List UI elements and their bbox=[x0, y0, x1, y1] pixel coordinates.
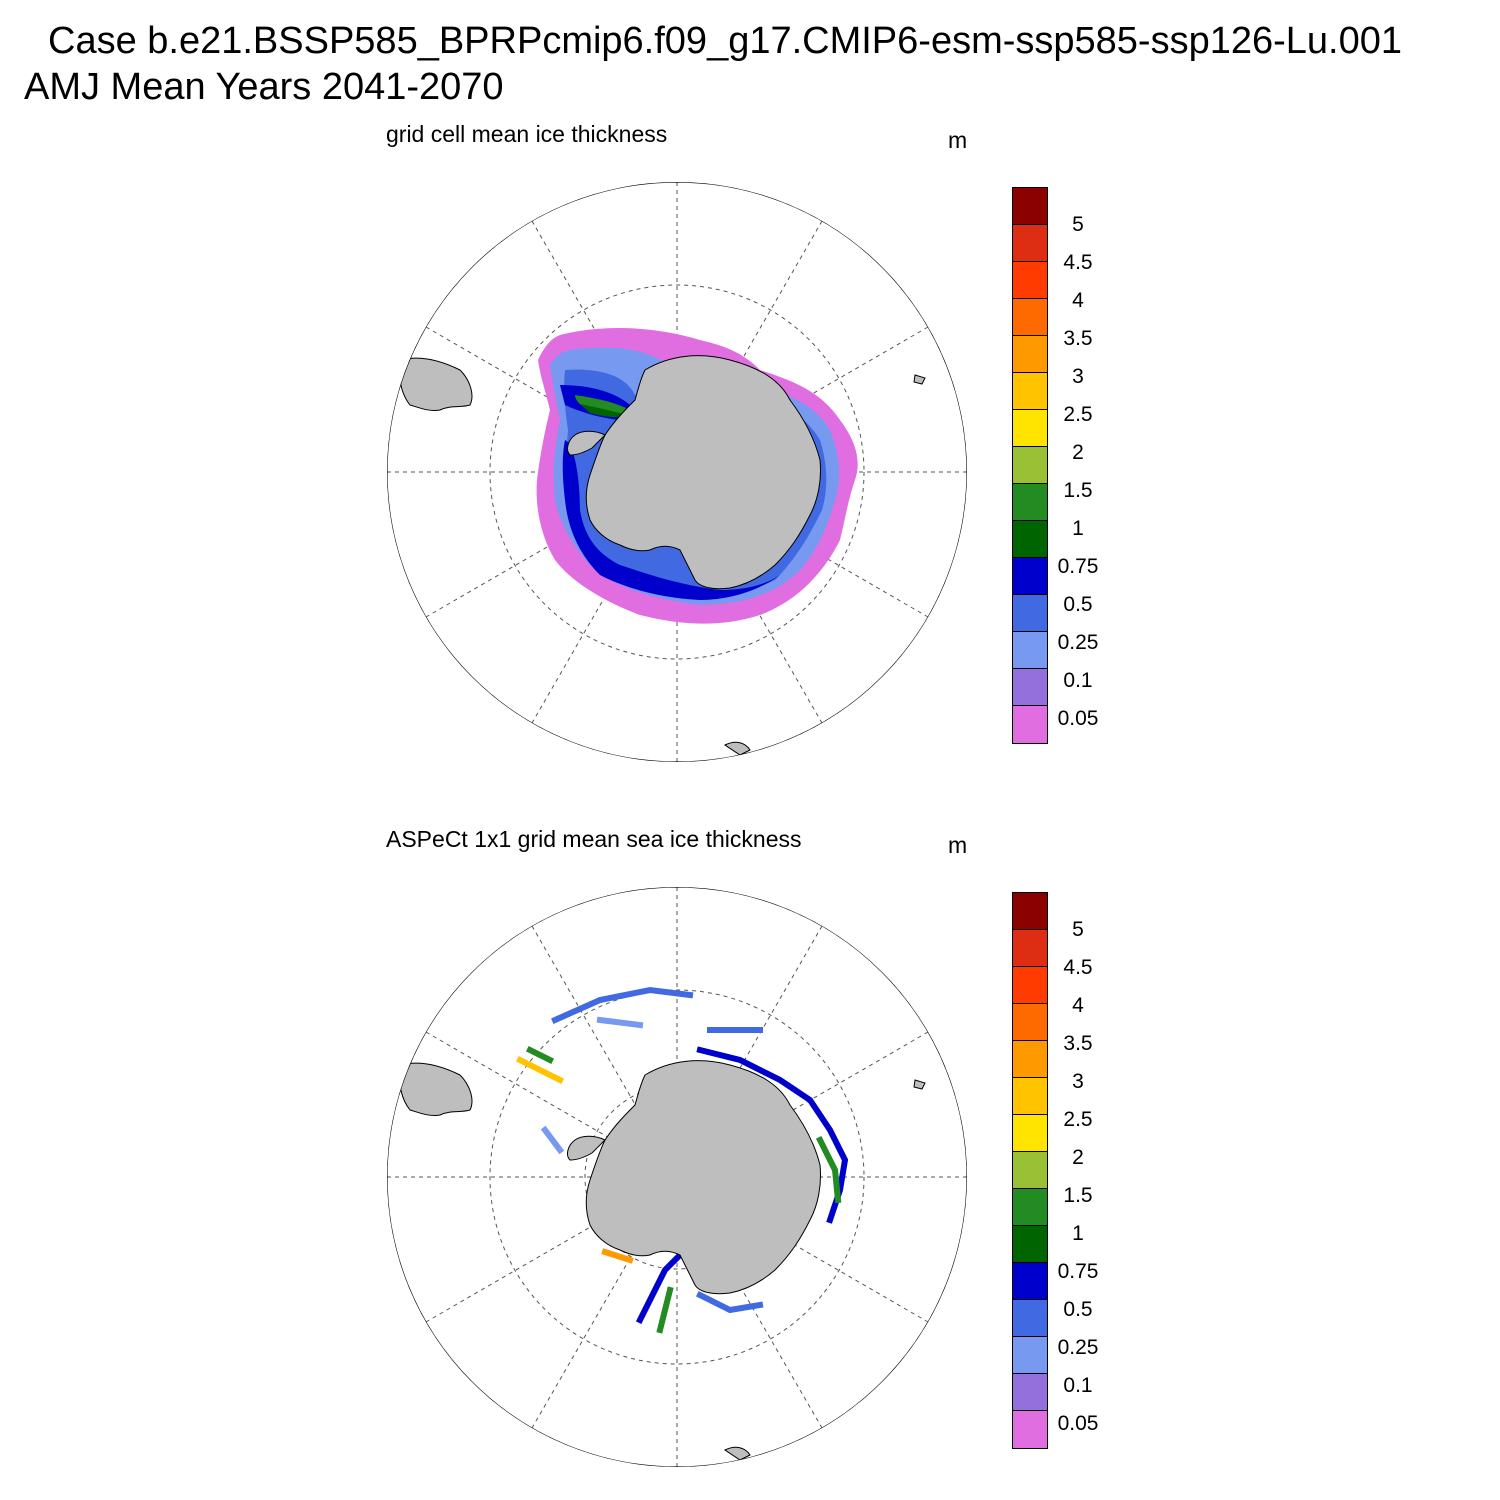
antarctica-1 bbox=[585, 355, 821, 590]
panel2-units: m bbox=[948, 832, 968, 858]
colorbar-segment bbox=[1013, 1411, 1047, 1448]
colorbar-segment bbox=[1013, 484, 1047, 521]
colorbar-label: 5 bbox=[1072, 213, 1084, 236]
antarctic-peninsula-1 bbox=[567, 430, 606, 456]
colorbar-segment bbox=[1013, 336, 1047, 373]
panel2-observations bbox=[515, 986, 849, 1334]
colorbar-segment bbox=[1013, 1226, 1047, 1263]
colorbar-segment bbox=[1013, 262, 1047, 299]
colorbar-segment bbox=[1013, 632, 1047, 669]
small-island-2 bbox=[724, 741, 751, 756]
panel2-map bbox=[387, 887, 967, 1467]
colorbar-label: 2 bbox=[1072, 1146, 1084, 1169]
colorbar-label: 1 bbox=[1072, 1222, 1084, 1245]
colorbar-label: 0.05 bbox=[1057, 707, 1099, 730]
colorbar-segment bbox=[1013, 1078, 1047, 1115]
colorbar-segment bbox=[1013, 1115, 1047, 1152]
panel1-land bbox=[399, 355, 926, 756]
ice-0.75-1 bbox=[575, 395, 630, 416]
colorbar-segment bbox=[1013, 521, 1047, 558]
colorbar-segment bbox=[1013, 967, 1047, 1004]
colorbar-segment bbox=[1013, 1152, 1047, 1189]
panel1-units: m bbox=[948, 127, 968, 153]
colorbar-label: 0.75 bbox=[1057, 1260, 1099, 1283]
colorbar-panel1 bbox=[1012, 187, 1048, 744]
colorbar-segment bbox=[1013, 447, 1047, 484]
south-america-1 bbox=[399, 357, 473, 411]
ice-1-1.5 bbox=[580, 404, 628, 418]
colorbar-segment bbox=[1013, 1041, 1047, 1078]
small-island-3 bbox=[913, 1079, 926, 1090]
colorbar-segment bbox=[1013, 930, 1047, 967]
colorbar-segment bbox=[1013, 1004, 1047, 1041]
colorbar-label: 4 bbox=[1072, 289, 1084, 312]
colorbar-label: 0.25 bbox=[1057, 1336, 1099, 1359]
antarctica-2 bbox=[585, 1060, 821, 1295]
colorbar-segment bbox=[1013, 706, 1047, 743]
colorbar-label: 2.5 bbox=[1063, 403, 1093, 426]
colorbar-label: 2 bbox=[1072, 441, 1084, 464]
colorbar-label: 5 bbox=[1072, 918, 1084, 941]
colorbar-segment bbox=[1013, 669, 1047, 706]
colorbar-label: 1 bbox=[1072, 517, 1084, 540]
colorbar-label: 3.5 bbox=[1063, 327, 1093, 350]
colorbar-label: 1.5 bbox=[1063, 1184, 1093, 1207]
south-america-2 bbox=[399, 1062, 473, 1116]
small-island-1 bbox=[913, 374, 926, 385]
colorbar-panel2 bbox=[1012, 892, 1048, 1449]
colorbar-segment bbox=[1013, 410, 1047, 447]
ice-0.5 bbox=[560, 385, 780, 600]
colorbar-label: 0.75 bbox=[1057, 555, 1099, 578]
colorbar-segment bbox=[1013, 225, 1047, 262]
colorbar-label: 0.25 bbox=[1057, 631, 1099, 654]
panel1-map bbox=[387, 182, 967, 762]
period-title: AMJ Mean Years 2041-2070 bbox=[24, 66, 504, 108]
colorbar-segment bbox=[1013, 373, 1047, 410]
colorbar-segment bbox=[1013, 1337, 1047, 1374]
case-title: Case b.e21.BSSP585_BPRPcmip6.f09_g17.CMI… bbox=[48, 20, 1402, 62]
panel1-title: grid cell mean ice thickness bbox=[386, 121, 668, 147]
colorbar-label: 3 bbox=[1072, 1070, 1084, 1093]
colorbar-label: 4.5 bbox=[1063, 251, 1093, 274]
colorbar-label: 1.5 bbox=[1063, 479, 1093, 502]
colorbar-segment bbox=[1013, 1300, 1047, 1337]
colorbar-segment bbox=[1013, 188, 1047, 225]
colorbar-label: 0.1 bbox=[1063, 669, 1093, 692]
colorbar-segment bbox=[1013, 1189, 1047, 1226]
colorbar-segment bbox=[1013, 595, 1047, 632]
colorbar-segment bbox=[1013, 558, 1047, 595]
colorbar-label: 4.5 bbox=[1063, 956, 1093, 979]
colorbar-label: 0.05 bbox=[1057, 1412, 1099, 1435]
colorbar-segment bbox=[1013, 1263, 1047, 1300]
colorbar-segment bbox=[1013, 893, 1047, 930]
colorbar-label: 0.1 bbox=[1063, 1374, 1093, 1397]
colorbar-label: 3.5 bbox=[1063, 1032, 1093, 1055]
colorbar-label: 0.5 bbox=[1063, 1298, 1093, 1321]
antarctic-peninsula-2 bbox=[567, 1135, 606, 1161]
colorbar-label: 3 bbox=[1072, 365, 1084, 388]
small-island-4 bbox=[724, 1446, 751, 1461]
panel2-title: ASPeCt 1x1 grid mean sea ice thickness bbox=[386, 826, 802, 852]
panel2-land bbox=[399, 1060, 926, 1461]
colorbar-segment bbox=[1013, 1374, 1047, 1411]
colorbar-label: 4 bbox=[1072, 994, 1084, 1017]
colorbar-label: 2.5 bbox=[1063, 1108, 1093, 1131]
colorbar-segment bbox=[1013, 299, 1047, 336]
colorbar-label: 0.5 bbox=[1063, 593, 1093, 616]
